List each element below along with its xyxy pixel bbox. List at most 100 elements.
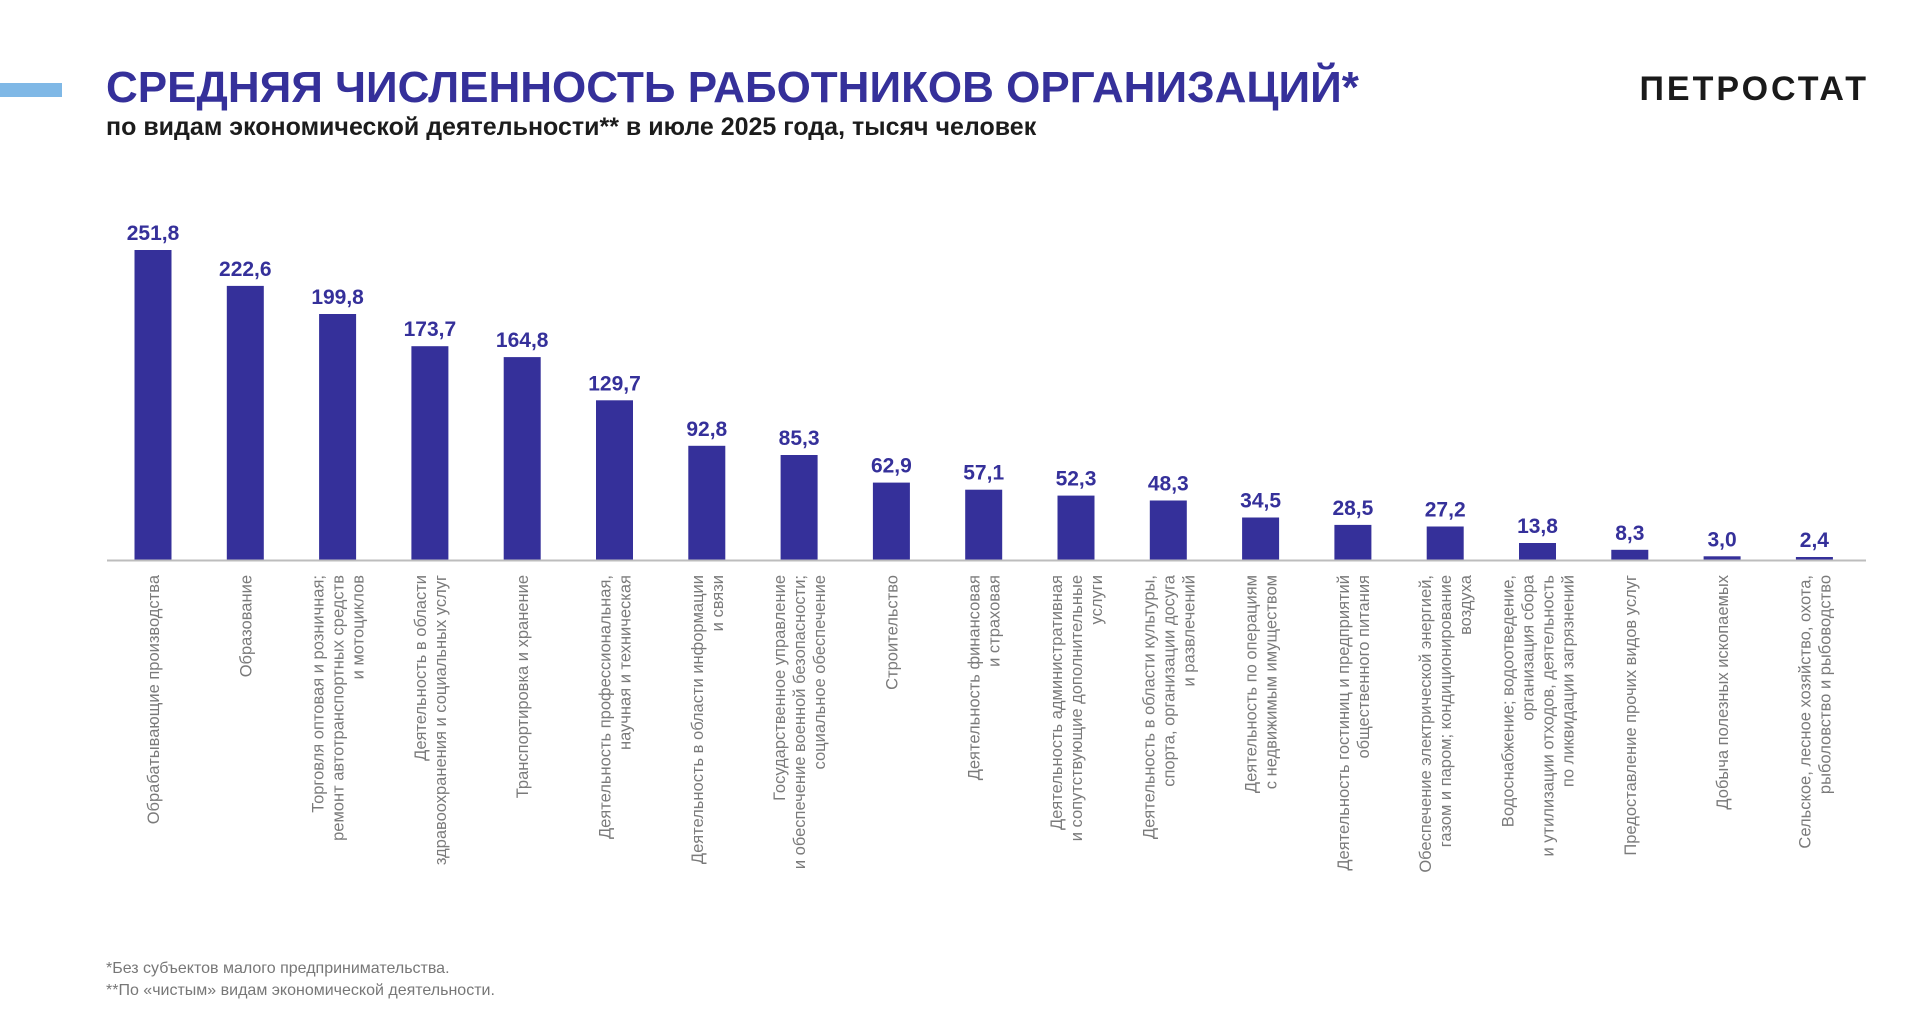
- category-label-line: научная и техническая: [617, 575, 635, 750]
- category-label: Деятельность профессиональная, научная и …: [597, 575, 635, 839]
- accent-bar: [0, 83, 62, 97]
- category-label: Деятельность административная и сопутству…: [1048, 575, 1106, 841]
- data-label: 199,8: [311, 286, 364, 309]
- category-label: Водоснабжение; водоотведение, организация…: [1500, 574, 1578, 856]
- category-label-line: Деятельность административная: [1048, 575, 1066, 830]
- data-label: 48,3: [1148, 473, 1189, 496]
- category-label-line: и сопутствующие дополнительные: [1068, 575, 1086, 841]
- bar: [1426, 526, 1464, 560]
- data-label: 164,8: [496, 329, 549, 352]
- category-label-line: спорта, организации досуга: [1160, 574, 1178, 787]
- category-label: Добыча полезных ископаемых: [1714, 574, 1732, 809]
- data-label: 3,0: [1707, 528, 1736, 551]
- category-label-line: Водоснабжение; водоотведение,: [1500, 575, 1518, 827]
- bar: [134, 250, 172, 560]
- category-label-line: и связи: [709, 575, 727, 631]
- category-label-line: услуги: [1088, 575, 1106, 624]
- category-label-line: Строительство: [883, 575, 901, 690]
- data-label: 8,3: [1615, 522, 1644, 545]
- category-labels: Обрабатывающие производства Образование То…: [145, 574, 1834, 872]
- data-label: 57,1: [963, 462, 1004, 485]
- bar: [1149, 500, 1187, 560]
- bar: [965, 489, 1003, 560]
- category-label: Торговля оптовая и розничная; ремонт авто…: [310, 575, 368, 841]
- bar: [1795, 557, 1833, 560]
- category-label-line: и обеспечение военной безопасности;: [791, 575, 809, 869]
- category-label-line: социальное обеспечение: [811, 575, 829, 769]
- category-label-line: с недвижимым имуществом: [1263, 575, 1281, 789]
- category-label-line: Обрабатывающие производства: [145, 574, 163, 824]
- bar: [1334, 524, 1372, 560]
- category-label-line: и развлечений: [1180, 575, 1198, 687]
- category-label-line: Обеспечение электрической энергией,: [1417, 575, 1435, 873]
- bar: [503, 357, 541, 560]
- bar: [1703, 556, 1741, 560]
- value-labels: 251,8 222,6 199,8 173,7 164,8 129,7 92,8 85,3 62…: [127, 222, 1830, 552]
- category-label: Деятельность в области здравоохранения и …: [412, 575, 450, 865]
- bar: [1057, 495, 1095, 560]
- category-label: Деятельность по операциям с недвижимым им…: [1243, 575, 1281, 793]
- category-label-line: газом и паром; кондиционирование: [1437, 575, 1455, 847]
- category-label-line: и утилизации отходов, деятельность: [1540, 575, 1558, 857]
- category-label: Деятельность финансовая и страховая: [966, 575, 1004, 780]
- category-label-line: Деятельность финансовая: [966, 575, 984, 780]
- category-label-line: здравоохранения и социальных услуг: [432, 575, 450, 865]
- bar: [1519, 543, 1556, 560]
- category-label-line: Деятельность гостиниц и предприятий: [1335, 575, 1353, 871]
- bar: [226, 285, 264, 560]
- data-label: 173,7: [404, 318, 457, 341]
- data-label: 52,3: [1056, 468, 1097, 491]
- footnote-2: **По «чистым» видам экономической деятел…: [106, 982, 495, 999]
- category-label-line: организация сбора: [1520, 574, 1538, 720]
- category-label-line: Деятельность в области культуры,: [1140, 575, 1158, 839]
- category-label-line: рыболовство и рыбоводство: [1816, 575, 1834, 794]
- category-label: Деятельность гостиниц и предприятий общес…: [1335, 575, 1373, 871]
- bar: [1611, 549, 1649, 560]
- category-label-line: Деятельность профессиональная,: [597, 575, 615, 839]
- data-label: 13,8: [1517, 515, 1558, 538]
- category-label: Предоставление прочих видов услуг: [1622, 575, 1640, 856]
- category-label-line: Деятельность в области: [412, 575, 430, 761]
- page-title: СРЕДНЯЯ ЧИСЛЕННОСТЬ РАБОТНИКОВ ОРГАНИЗАЦ…: [106, 63, 1359, 112]
- page-subtitle: по видам экономической деятельности** в …: [106, 113, 1037, 141]
- data-label: 27,2: [1425, 499, 1466, 522]
- data-label: 28,5: [1332, 497, 1373, 520]
- bar: [319, 314, 357, 560]
- brand-logo: ПЕТРОСТАТ: [1639, 70, 1869, 108]
- category-label-line: Торговля оптовая и розничная;: [310, 575, 328, 813]
- bar: [411, 346, 449, 560]
- data-label: 62,9: [871, 455, 912, 478]
- data-label: 251,8: [127, 222, 180, 245]
- data-label: 2,4: [1800, 529, 1830, 552]
- bar: [780, 455, 818, 560]
- category-label: Деятельность в области информации и связи: [689, 575, 727, 864]
- category-label-line: Транспортировка и хранение: [514, 575, 532, 798]
- category-label-line: Образование: [237, 575, 255, 677]
- category-label: Деятельность в области культуры, спорта, …: [1140, 574, 1198, 839]
- category-label-line: воздуха: [1457, 574, 1475, 635]
- bar: [596, 400, 633, 560]
- category-label-line: по ликвидации загрязнений: [1560, 575, 1578, 787]
- category-label: Государственное управление и обеспечение …: [771, 575, 829, 869]
- category-label-line: Добыча полезных ископаемых: [1714, 574, 1732, 809]
- footnote-1: *Без субъектов малого предпринимательств…: [106, 960, 450, 977]
- category-label: Транспортировка и хранение: [514, 575, 532, 798]
- category-label: Обрабатывающие производства: [145, 574, 163, 824]
- category-label-line: Деятельность по операциям: [1243, 575, 1261, 793]
- category-label: Сельское, лесное хозяйство, охота, рыболо…: [1796, 575, 1834, 849]
- category-label-line: Предоставление прочих видов услуг: [1622, 575, 1640, 856]
- data-label: 85,3: [779, 427, 820, 450]
- category-label: Обеспечение электрической энергией, газом…: [1417, 574, 1475, 872]
- category-label: Образование: [237, 575, 255, 677]
- data-label: 129,7: [588, 372, 641, 395]
- category-label-line: ремонт автотранспортных средств: [330, 575, 348, 841]
- category-label-line: общественного питания: [1355, 575, 1373, 759]
- category-label-line: Сельское, лесное хозяйство, охота,: [1796, 575, 1814, 849]
- data-label: 222,6: [219, 258, 272, 281]
- bars: [134, 250, 1833, 560]
- bar: [1242, 517, 1280, 560]
- bar-chart: 251,8 222,6 199,8 173,7 164,8 129,7 92,8 85,3 62…: [107, 222, 1866, 873]
- category-label-line: и страховая: [986, 575, 1004, 667]
- category-label-line: Государственное управление: [771, 575, 789, 801]
- bar: [688, 445, 726, 560]
